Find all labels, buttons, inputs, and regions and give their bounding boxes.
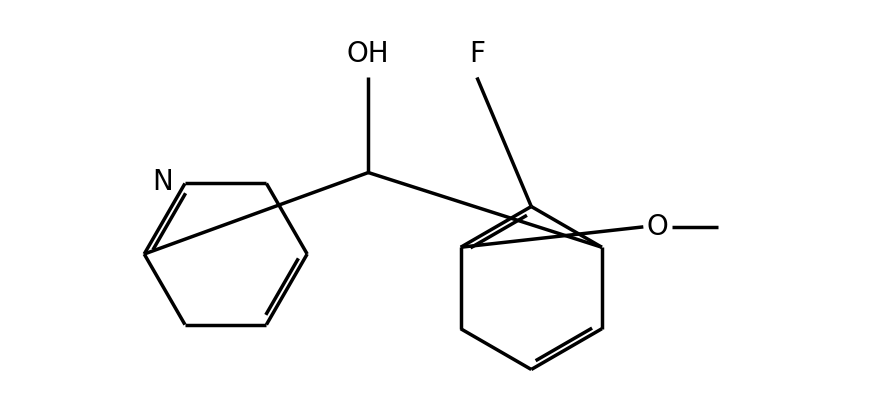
- Text: F: F: [469, 40, 485, 68]
- Text: N: N: [152, 168, 173, 196]
- Text: OH: OH: [347, 40, 390, 68]
- Text: O: O: [647, 213, 668, 241]
